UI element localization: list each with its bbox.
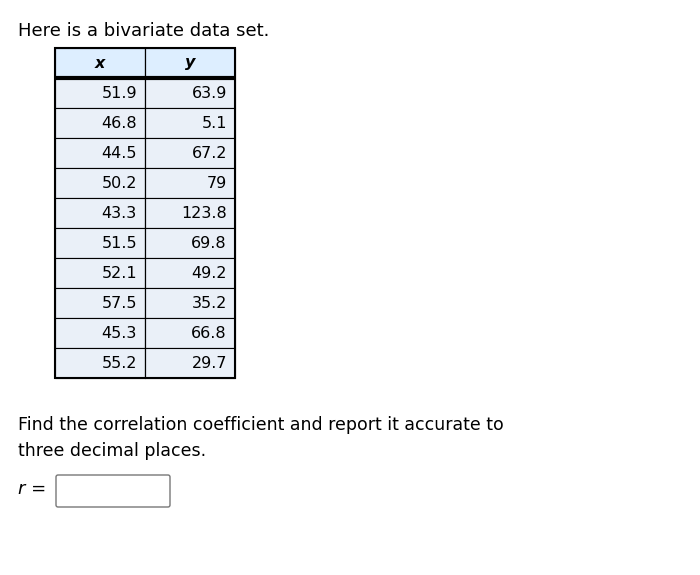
Bar (55, 48, 235, 378)
Text: 55.2: 55.2 (102, 355, 137, 370)
Text: 123.8: 123.8 (181, 205, 227, 220)
Text: 57.5: 57.5 (102, 296, 137, 310)
Bar (145, 168, 235, 198)
Text: 49.2: 49.2 (192, 266, 227, 281)
Text: r =: r = (18, 480, 46, 498)
Text: 50.2: 50.2 (102, 175, 137, 190)
Text: 45.3: 45.3 (102, 325, 137, 340)
Text: 43.3: 43.3 (102, 205, 137, 220)
Bar (145, 318, 235, 348)
Bar (55, 258, 145, 288)
Bar (55, 318, 145, 348)
Bar (55, 288, 145, 318)
Bar (55, 48, 145, 78)
Bar (55, 228, 145, 258)
Text: 29.7: 29.7 (192, 355, 227, 370)
Bar (55, 348, 145, 378)
Bar (145, 198, 235, 228)
Text: 66.8: 66.8 (191, 325, 227, 340)
Text: 79: 79 (206, 175, 227, 190)
Bar (145, 138, 235, 168)
Text: y: y (185, 56, 195, 71)
Bar (55, 168, 145, 198)
Bar (55, 198, 145, 228)
Text: 69.8: 69.8 (191, 236, 227, 251)
Text: 5.1: 5.1 (202, 116, 227, 131)
Text: Find the correlation coefficient and report it accurate to: Find the correlation coefficient and rep… (18, 416, 504, 434)
Bar (55, 108, 145, 138)
Text: three decimal places.: three decimal places. (18, 442, 206, 460)
Text: 67.2: 67.2 (192, 145, 227, 160)
Text: 51.9: 51.9 (102, 86, 137, 101)
Text: 44.5: 44.5 (102, 145, 137, 160)
Text: 52.1: 52.1 (102, 266, 137, 281)
Text: 46.8: 46.8 (102, 116, 137, 131)
Text: 35.2: 35.2 (192, 296, 227, 310)
Text: 51.5: 51.5 (102, 236, 137, 251)
Bar (55, 138, 145, 168)
Text: x: x (94, 56, 105, 71)
Text: 63.9: 63.9 (192, 86, 227, 101)
FancyBboxPatch shape (56, 475, 170, 507)
Bar (145, 288, 235, 318)
Text: Here is a bivariate data set.: Here is a bivariate data set. (18, 22, 270, 40)
Bar (145, 228, 235, 258)
Bar (145, 108, 235, 138)
Bar (145, 78, 235, 108)
Bar (55, 78, 145, 108)
Bar (145, 258, 235, 288)
Bar (145, 48, 235, 78)
Bar (145, 348, 235, 378)
